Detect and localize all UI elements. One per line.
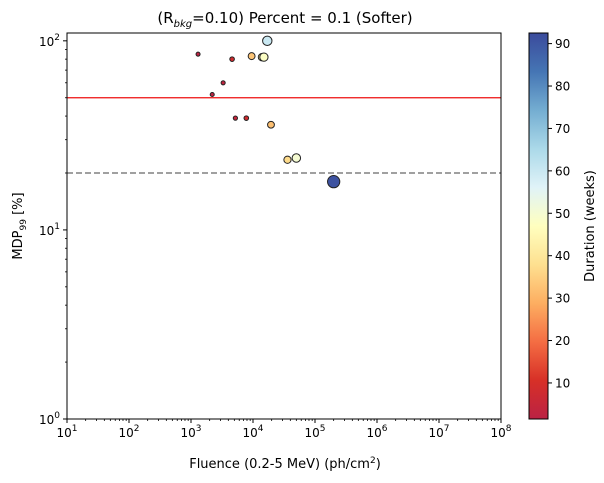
data-points	[195, 35, 341, 189]
x-axis-ticks: 101 102 103 104 105 106 107 108	[56, 419, 512, 440]
colorbar	[528, 32, 549, 420]
x-tick-label: 105	[304, 424, 325, 440]
x-axis-label: Fluence (0.2-5 MeV) (ph/cm2)	[189, 456, 381, 472]
colorbar-tick-label: 90	[555, 37, 570, 51]
scatter-point	[209, 92, 215, 98]
colorbar-ticks: 10 20 30 40 50 60 70 80 90	[548, 37, 570, 390]
scatter-point	[232, 115, 239, 121]
x-tick-label: 108	[490, 424, 511, 440]
x-tick-label: 104	[242, 424, 263, 440]
colorbar-tick-label: 10	[555, 376, 570, 390]
scatter-point	[247, 52, 256, 61]
scatter-point	[327, 175, 341, 189]
colorbar-tick-label: 40	[555, 249, 570, 263]
scatter-point	[291, 153, 302, 163]
y-axis-label: MDP99 [%]	[11, 192, 29, 259]
x-tick-label: 101	[56, 424, 77, 440]
y-axis-ticks: 100 101 102	[39, 33, 67, 427]
scatter-point	[267, 120, 275, 129]
y-tick-label: 100	[39, 411, 60, 427]
y-tick-label: 102	[39, 33, 60, 49]
colorbar-label: Duration (weeks)	[583, 170, 598, 282]
colorbar-tick-label: 30	[555, 292, 570, 306]
x-tick-label: 103	[180, 424, 201, 440]
scatter-point	[229, 56, 235, 62]
y-tick-label: 101	[39, 222, 60, 238]
scatter-point	[243, 115, 250, 121]
scatter-point	[259, 52, 269, 62]
reference-lines	[67, 97, 501, 174]
scatter-point	[195, 51, 201, 57]
colorbar-tick-label: 50	[555, 207, 570, 221]
x-tick-label: 106	[366, 424, 387, 440]
chart-title: (Rbkg=0.10) Percent = 0.1 (Softer)	[157, 9, 412, 30]
colorbar-tick-label: 60	[555, 164, 570, 178]
scatter-point	[262, 35, 273, 47]
colorbar-tick-label: 20	[555, 334, 570, 348]
scatter-point	[283, 155, 292, 164]
colorbar-tick-label: 70	[555, 122, 570, 136]
colorbar-tick-label: 80	[555, 80, 570, 94]
plot-frame	[66, 32, 502, 420]
x-tick-label: 102	[118, 424, 139, 440]
scatter-point	[220, 80, 226, 86]
x-tick-label: 107	[428, 424, 449, 440]
